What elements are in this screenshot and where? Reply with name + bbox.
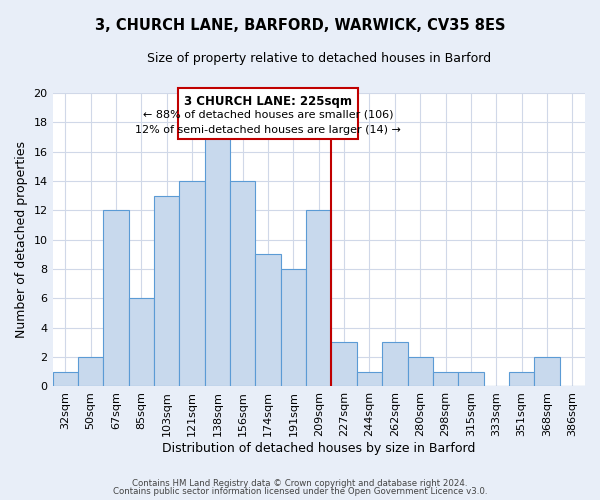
Bar [205, 137, 230, 386]
Bar [179, 181, 205, 386]
Bar [407, 357, 433, 386]
Bar [382, 342, 407, 386]
Bar [306, 210, 331, 386]
Text: ← 88% of detached houses are smaller (106): ← 88% of detached houses are smaller (10… [143, 109, 394, 119]
Bar [53, 372, 78, 386]
FancyBboxPatch shape [178, 88, 358, 138]
Bar [78, 357, 103, 386]
Text: 3, CHURCH LANE, BARFORD, WARWICK, CV35 8ES: 3, CHURCH LANE, BARFORD, WARWICK, CV35 8… [95, 18, 505, 32]
Bar [458, 372, 484, 386]
Bar [509, 372, 534, 386]
Bar [281, 269, 306, 386]
Text: Contains public sector information licensed under the Open Government Licence v3: Contains public sector information licen… [113, 487, 487, 496]
Bar [357, 372, 382, 386]
Bar [331, 342, 357, 386]
Y-axis label: Number of detached properties: Number of detached properties [15, 142, 28, 338]
Text: 12% of semi-detached houses are larger (14) →: 12% of semi-detached houses are larger (… [135, 126, 401, 136]
Bar [433, 372, 458, 386]
Bar [154, 196, 179, 386]
Bar [128, 298, 154, 386]
Bar [534, 357, 560, 386]
Bar [103, 210, 128, 386]
Title: Size of property relative to detached houses in Barford: Size of property relative to detached ho… [147, 52, 491, 66]
Bar [256, 254, 281, 386]
Bar [230, 181, 256, 386]
Text: 3 CHURCH LANE: 225sqm: 3 CHURCH LANE: 225sqm [184, 94, 352, 108]
Text: Contains HM Land Registry data © Crown copyright and database right 2024.: Contains HM Land Registry data © Crown c… [132, 478, 468, 488]
X-axis label: Distribution of detached houses by size in Barford: Distribution of detached houses by size … [162, 442, 475, 455]
